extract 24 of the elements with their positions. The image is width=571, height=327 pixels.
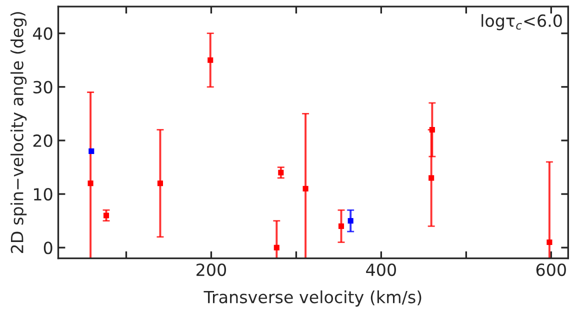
y-tick-label: 20 xyxy=(33,134,52,148)
point xyxy=(274,244,280,250)
point xyxy=(278,170,284,176)
point xyxy=(428,175,434,181)
y-tick-label: 30 xyxy=(33,80,52,94)
point xyxy=(429,126,435,133)
point xyxy=(208,57,214,63)
point xyxy=(338,223,344,229)
y-tick-label: 0 xyxy=(44,242,52,254)
x-tick-label: 400 xyxy=(366,263,396,276)
point xyxy=(157,180,163,186)
x-tick-label: 200 xyxy=(196,263,226,276)
point xyxy=(103,212,110,218)
x-tick-label: 600 xyxy=(536,263,566,276)
y-tick-label: 10 xyxy=(34,188,52,201)
y-axis-title: 2D spin−velocity angle (deg) xyxy=(10,12,27,253)
point xyxy=(302,186,308,192)
y-tick-label: 40 xyxy=(32,27,52,40)
point xyxy=(88,180,94,186)
annotation: logτ$_{c}$<6.0 xyxy=(482,14,562,30)
x-axis-title: Transverse velocity (km/s) xyxy=(204,290,422,307)
point xyxy=(546,239,552,246)
point xyxy=(88,148,94,154)
point xyxy=(348,218,354,224)
